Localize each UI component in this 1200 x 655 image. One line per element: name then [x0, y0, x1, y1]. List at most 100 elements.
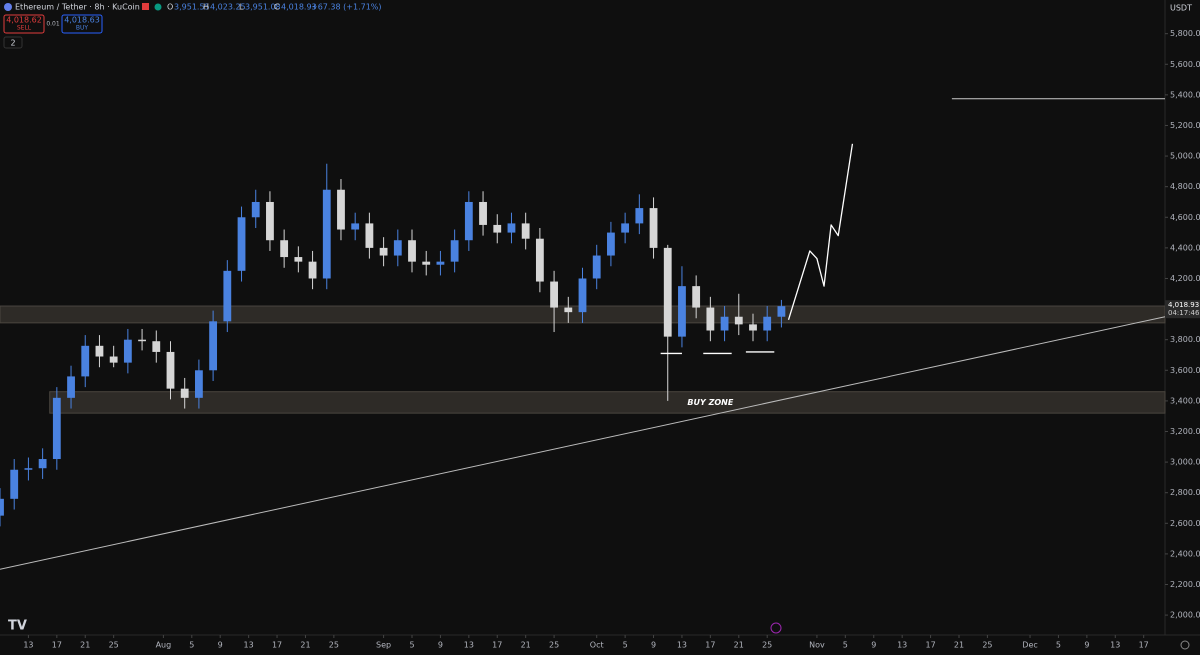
countdown: 04:17:46 [1168, 309, 1200, 317]
x-tick-label: Aug [156, 641, 172, 650]
x-tick-label: 17 [52, 641, 62, 650]
y-tick-label: 3,000.00 [1170, 458, 1200, 467]
candle-body [621, 223, 630, 233]
x-tick-label: Nov [809, 641, 825, 650]
y-tick-label: 4,800.00 [1170, 182, 1200, 191]
candle-body [706, 307, 715, 331]
candle-body [734, 316, 743, 325]
candle-body [678, 286, 686, 337]
x-tick-label: 25 [109, 641, 119, 650]
x-tick-label: 9 [651, 641, 656, 650]
x-tick-label: 9 [218, 641, 223, 650]
close-value: 4,018.93 [281, 3, 317, 12]
change-value: +67.38 (+1.71%) [311, 3, 382, 12]
sell-price: 4,018.62 [6, 16, 42, 25]
candle-body [564, 307, 573, 313]
candle-body [166, 351, 175, 389]
open-label: O [167, 3, 173, 12]
y-tick-label: 5,200.00 [1170, 121, 1200, 130]
x-tick-label: 5 [409, 641, 414, 650]
symbol-icon [4, 3, 12, 11]
candle-body [663, 247, 672, 337]
sell-button[interactable] [3, 14, 45, 34]
candle-body [266, 201, 274, 241]
buy-label: BUY [76, 25, 89, 32]
x-tick-label: 21 [300, 641, 310, 650]
candle-body [649, 208, 658, 248]
low-value: 3,951.08 [245, 3, 281, 12]
candle-body [322, 189, 331, 279]
x-tick-label: Dec [1022, 641, 1037, 650]
candle-body [180, 388, 189, 398]
x-tick-label: 13 [464, 641, 474, 650]
candle-body [209, 321, 218, 371]
candle-body [422, 261, 431, 265]
x-tick-label: 21 [521, 641, 531, 650]
candle-body [67, 376, 75, 398]
candle-body [763, 316, 772, 331]
candle-body [237, 217, 246, 271]
candle-body [337, 189, 345, 230]
candle-body [578, 278, 587, 313]
candle-body [436, 261, 445, 265]
x-tick-label: 13 [23, 641, 33, 650]
projection-path [787, 143, 854, 320]
currency: USDT [1170, 4, 1192, 13]
x-tick-label: 21 [80, 641, 90, 650]
x-tick-label: 13 [1110, 641, 1120, 650]
x-tick-label: 17 [925, 641, 935, 650]
candle-body [592, 255, 601, 279]
candle-body [152, 341, 161, 352]
indicators-toggle[interactable] [3, 36, 23, 49]
x-tick-label: 17 [492, 641, 502, 650]
candle-body [692, 286, 701, 308]
y-tick-label: 5,800.00 [1170, 29, 1200, 38]
buy-price: 4,018.63 [64, 16, 100, 25]
candle-body [777, 306, 786, 317]
candle-body [138, 339, 146, 342]
x-tick-label: 13 [677, 641, 687, 650]
candle-body [308, 261, 317, 279]
open-value: 3,951.55 [174, 3, 210, 12]
candle-body [123, 339, 132, 363]
y-tick-label: 2,200.00 [1170, 580, 1200, 589]
candle-body [521, 223, 530, 239]
x-tick-label: 17 [1139, 641, 1149, 650]
y-tick-label: 4,200.00 [1170, 274, 1200, 283]
y-tick-label: 2,800.00 [1170, 488, 1200, 497]
candle-body [479, 201, 487, 225]
close-label: C [274, 3, 280, 12]
high-label: H [203, 3, 209, 12]
candle-body [38, 459, 47, 469]
x-tick-label: 21 [954, 641, 964, 650]
buy-button[interactable] [61, 14, 103, 34]
symbol-title: Ethereum / Tether · 8h · KuCoin [15, 3, 140, 12]
settings-icon[interactable] [1180, 640, 1190, 650]
x-tick-label: 17 [272, 641, 282, 650]
logo: TV [8, 619, 27, 634]
x-tick-label: 17 [705, 641, 715, 650]
candle-body [507, 223, 516, 233]
x-tick-label: 13 [897, 641, 907, 650]
x-tick-label: 9 [871, 641, 876, 650]
x-tick-label: Sep [376, 641, 391, 650]
candle-body [52, 397, 61, 460]
x-tick-label: 25 [982, 641, 992, 650]
y-tick-label: 2,400.00 [1170, 549, 1200, 558]
candle-body [0, 498, 4, 516]
y-tick-label: 3,400.00 [1170, 396, 1200, 405]
candle-body [223, 270, 232, 322]
x-tick-label: Oct [590, 641, 604, 650]
high-value: 4,023.25 [210, 3, 246, 12]
candle-body [450, 240, 459, 262]
candle-body [720, 316, 729, 331]
candle-body [550, 281, 558, 308]
y-tick-label: 2,600.00 [1170, 519, 1200, 528]
candle-body [294, 257, 303, 262]
event-icon[interactable] [770, 622, 782, 634]
y-tick-label: 3,200.00 [1170, 427, 1200, 436]
flag-icon [142, 3, 149, 10]
header: Ethereum / Tether · 8h · KuCoin O 3,951.… [3, 3, 1192, 650]
